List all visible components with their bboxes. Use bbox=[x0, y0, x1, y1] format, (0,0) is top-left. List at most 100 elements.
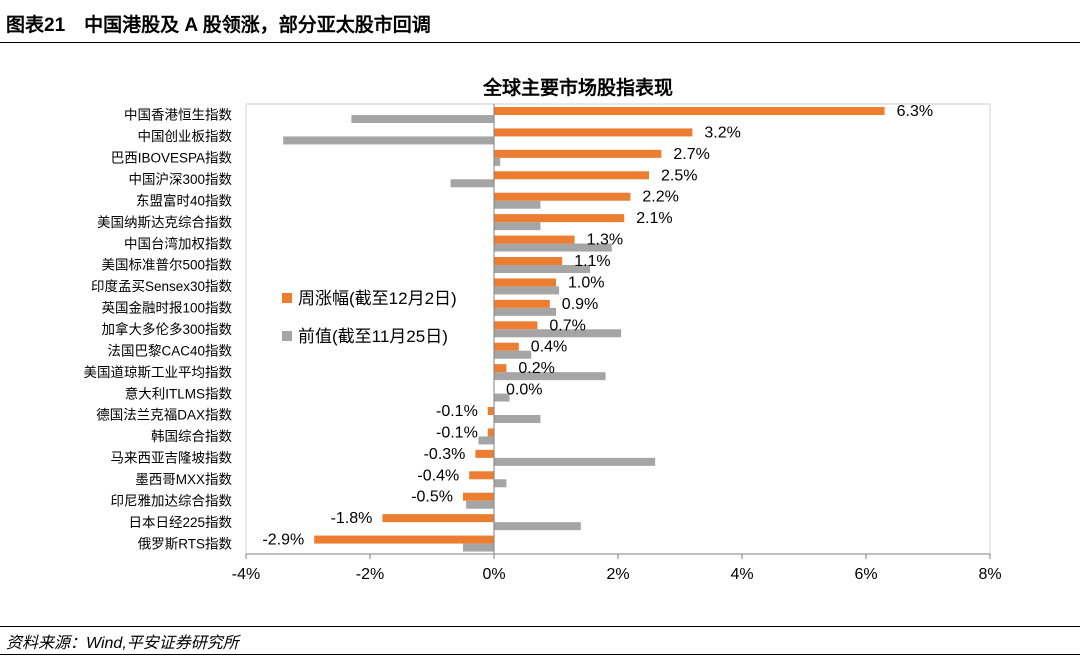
bar-previous-value bbox=[494, 265, 591, 273]
bar-weekly-change bbox=[494, 214, 625, 223]
bar-weekly-change bbox=[463, 492, 494, 501]
data-label: 1.1% bbox=[574, 253, 610, 270]
data-label: 0.0% bbox=[506, 382, 542, 399]
bar-weekly-change bbox=[494, 257, 563, 265]
bar-weekly-change bbox=[314, 535, 494, 544]
x-tick-label: 8% bbox=[978, 566, 1001, 583]
x-tick-label: 0% bbox=[482, 566, 505, 583]
bar-previous-value bbox=[466, 500, 494, 509]
footer-rule bbox=[0, 626, 1080, 627]
data-label: 1.0% bbox=[568, 274, 604, 291]
category-label: 中国香港恒生指数 bbox=[124, 108, 232, 123]
bar-previous-value bbox=[494, 415, 541, 423]
category-label: 中国沪深300指数 bbox=[128, 172, 232, 187]
bar-weekly-change bbox=[494, 235, 575, 244]
data-label: 0.4% bbox=[531, 339, 567, 356]
legend-label-weekly: 周涨幅(截至12月2日) bbox=[298, 289, 457, 308]
data-label: 0.9% bbox=[562, 296, 598, 313]
bar-weekly-change bbox=[487, 407, 494, 415]
bar-weekly-change bbox=[494, 128, 693, 137]
data-label: 0.2% bbox=[518, 360, 554, 377]
bar-weekly-change bbox=[494, 107, 885, 115]
bar-weekly-change bbox=[494, 299, 550, 308]
bar-previous-value bbox=[494, 286, 560, 295]
bar-previous-value bbox=[478, 436, 494, 445]
x-tick-label: 4% bbox=[730, 566, 753, 583]
bar-weekly-change bbox=[494, 342, 519, 351]
category-label: 中国创业板指数 bbox=[138, 129, 233, 144]
bar-previous-value bbox=[463, 543, 494, 552]
x-tick-label: -2% bbox=[356, 566, 384, 583]
bar-previous-value bbox=[494, 200, 541, 209]
bar-previous-value bbox=[494, 479, 507, 488]
data-label: 1.3% bbox=[587, 232, 623, 249]
category-label: 美国道琼斯工业平均指数 bbox=[84, 365, 233, 380]
bar-weekly-change bbox=[475, 449, 494, 458]
category-label: 马来西亚吉隆坡指数 bbox=[111, 451, 233, 466]
bar-previous-value bbox=[494, 329, 622, 338]
x-tick-label: 2% bbox=[606, 566, 629, 583]
bar-weekly-change bbox=[469, 471, 494, 480]
bar-weekly-change bbox=[494, 171, 649, 180]
bar-previous-value bbox=[351, 115, 494, 123]
bar-previous-value bbox=[494, 393, 510, 402]
bar-weekly-change bbox=[494, 149, 662, 158]
bar-weekly-change bbox=[494, 278, 556, 287]
header-rule bbox=[0, 42, 1080, 43]
bar-previous-value bbox=[283, 136, 494, 145]
category-label: 印尼雅加达综合指数 bbox=[111, 493, 233, 508]
data-label: -0.5% bbox=[411, 489, 453, 506]
category-label: 日本日经225指数 bbox=[128, 515, 232, 530]
figure-header: 图表21 中国港股及 A 股领涨，部分亚太股市回调 bbox=[0, 0, 1080, 42]
data-label: 2.2% bbox=[642, 189, 678, 206]
data-label: -0.4% bbox=[417, 467, 459, 484]
data-label: -0.1% bbox=[436, 424, 478, 441]
category-label: 巴西IBOVESPA指数 bbox=[111, 151, 233, 166]
category-label: 东盟富时40指数 bbox=[136, 192, 233, 208]
bar-previous-value bbox=[494, 157, 501, 166]
bar-previous-value bbox=[494, 372, 606, 381]
category-label: 德国法兰克福DAX指数 bbox=[96, 408, 232, 423]
category-label: 意大利ITLMS指数 bbox=[125, 385, 233, 401]
category-label: 印度孟买Sensex30指数 bbox=[91, 279, 233, 294]
legend-swatch-weekly bbox=[282, 293, 292, 303]
figure-title: 图表21 中国港股及 A 股领涨，部分亚太股市回调 bbox=[6, 15, 431, 36]
data-label: -2.9% bbox=[262, 532, 304, 549]
bar-weekly-change bbox=[494, 192, 631, 201]
bar-previous-value bbox=[494, 522, 581, 531]
x-tick-label: -4% bbox=[232, 566, 260, 583]
bar-previous-value bbox=[494, 457, 656, 466]
bar-previous-value bbox=[494, 243, 612, 252]
bar-previous-value bbox=[450, 179, 494, 188]
category-label: 加拿大多伦多300指数 bbox=[101, 321, 232, 337]
source-note: 资料来源：Wind,平安证券研究所 bbox=[6, 635, 239, 652]
x-tick-label: 6% bbox=[854, 566, 877, 583]
category-label: 俄罗斯RTS指数 bbox=[138, 536, 233, 551]
category-label: 法国巴黎CAC40指数 bbox=[107, 343, 232, 358]
data-label: 2.5% bbox=[661, 167, 697, 184]
data-label: 2.7% bbox=[673, 146, 709, 163]
category-label: 中国台湾加权指数 bbox=[124, 235, 232, 251]
bottom-rule bbox=[0, 654, 1080, 655]
bar-chart: 全球主要市场股指表现 -4% -2% 0% 2% 4% 6% 8% 中国香港恒生指数 6.3% 中国… bbox=[84, 76, 1002, 583]
chart-title: 全球主要市场股指表现 bbox=[482, 76, 673, 99]
legend-label-previous: 前值(截至11月25日) bbox=[298, 327, 448, 346]
category-label: 美国标准普尔500指数 bbox=[101, 258, 232, 273]
data-label: 6.3% bbox=[897, 103, 933, 120]
category-label: 英国金融时报100指数 bbox=[101, 300, 232, 316]
data-label: 2.1% bbox=[636, 210, 672, 227]
bar-weekly-change bbox=[487, 428, 494, 437]
bar-previous-value bbox=[494, 350, 532, 359]
bar-weekly-change bbox=[494, 364, 507, 373]
data-label: 0.7% bbox=[549, 317, 585, 334]
data-label: -0.1% bbox=[436, 403, 478, 420]
legend-swatch-previous bbox=[282, 331, 292, 341]
data-label: -1.8% bbox=[331, 510, 373, 527]
category-label: 韩国综合指数 bbox=[151, 429, 232, 444]
data-label: 3.2% bbox=[704, 124, 740, 141]
category-label: 美国纳斯达克综合指数 bbox=[97, 215, 232, 230]
bar-weekly-change bbox=[382, 514, 494, 523]
category-label: 墨西哥MXX指数 bbox=[135, 472, 232, 487]
bar-weekly-change bbox=[494, 321, 538, 330]
bar-previous-value bbox=[494, 222, 541, 231]
